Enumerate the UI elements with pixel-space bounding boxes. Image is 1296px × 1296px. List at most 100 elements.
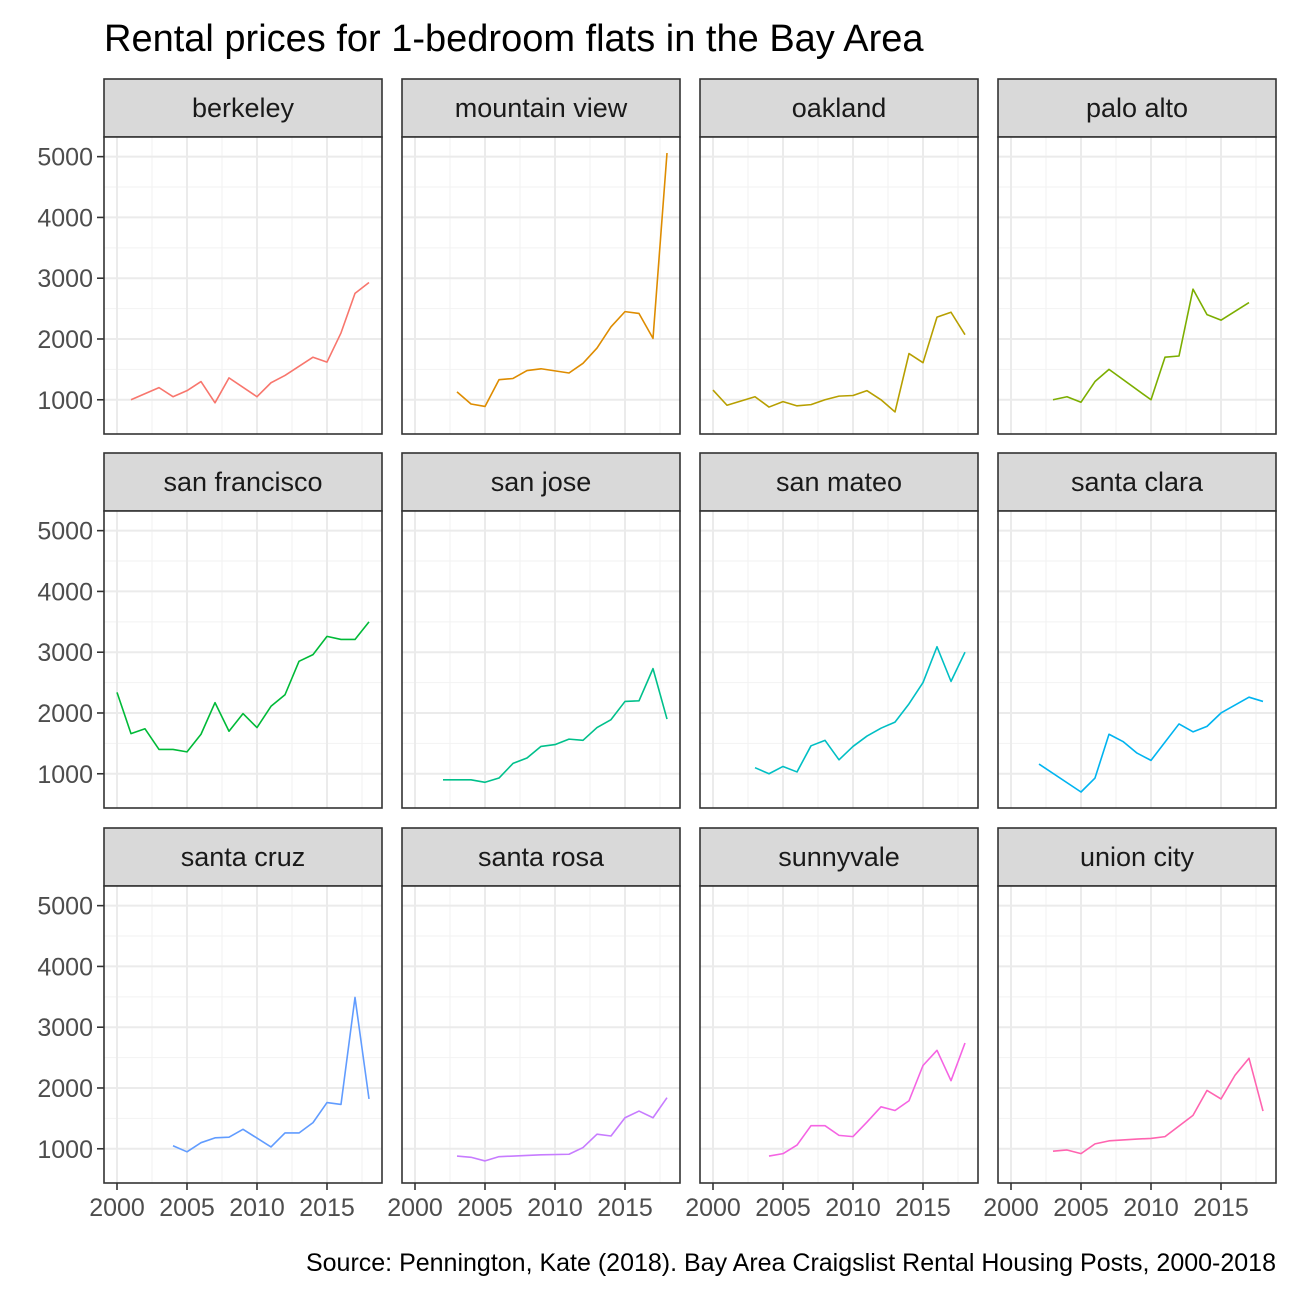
series-line-palo-alto	[1052, 288, 1250, 403]
panel-border	[997, 136, 1277, 435]
series-line-santa-rosa	[456, 1097, 668, 1162]
panel-border	[699, 885, 979, 1184]
panel-background	[402, 886, 680, 1183]
panel-background	[998, 886, 1276, 1183]
series-line-mountain-view	[456, 152, 668, 408]
series-line-santa-cruz	[172, 996, 370, 1153]
panel-background	[700, 886, 978, 1183]
facet-santa-cruz: santa cruz 1000 2000 3000 4000 5000 2000 2005 20…	[37, 827, 383, 1222]
panel-background	[700, 137, 978, 434]
x-tick-label: 2010	[527, 1194, 583, 1222]
panel-border	[699, 510, 979, 809]
strip-background	[997, 78, 1277, 138]
panel-background	[998, 511, 1276, 808]
panel-border	[401, 136, 681, 435]
y-tick-label: 3000	[37, 265, 93, 293]
strip-background	[103, 452, 383, 512]
x-tick-label: 2000	[983, 1194, 1039, 1222]
x-tick-label: 2015	[1193, 1194, 1249, 1222]
panel-background	[700, 511, 978, 808]
facet-union-city: union city 2000 2005 2010 2015	[983, 827, 1277, 1222]
series-line-oakland	[712, 311, 966, 413]
panel-background	[104, 886, 382, 1183]
strip-background	[401, 827, 681, 887]
panel-border	[997, 510, 1277, 809]
y-tick-label: 3000	[37, 1014, 93, 1042]
strip-background	[401, 452, 681, 512]
facet-santa-clara: santa clara	[997, 452, 1277, 809]
strip-background	[103, 78, 383, 138]
facet-oakland: oakland	[699, 78, 979, 435]
chart-caption: Source: Pennington, Kate (2018). Bay Are…	[306, 1249, 1276, 1277]
x-tick-label: 2005	[755, 1194, 811, 1222]
strip-label: santa cruz	[181, 842, 306, 872]
facet-mountain-view: mountain view	[401, 78, 681, 435]
panel-border	[103, 885, 383, 1184]
panel-background	[998, 137, 1276, 434]
strip-label: sunnyvale	[778, 842, 900, 872]
y-tick-label: 3000	[37, 639, 93, 667]
strip-background	[997, 827, 1277, 887]
strip-label: oakland	[792, 93, 887, 123]
x-tick-label: 2005	[1053, 1194, 1109, 1222]
y-tick-label: 1000	[37, 761, 93, 789]
panel-border	[103, 136, 383, 435]
x-tick-label: 2000	[685, 1194, 741, 1222]
panel-border	[401, 885, 681, 1184]
strip-label: mountain view	[455, 93, 628, 123]
x-tick-label: 2010	[229, 1194, 285, 1222]
x-tick-label: 2000	[89, 1194, 145, 1222]
panel-border	[401, 510, 681, 809]
facet-san-jose: san jose	[401, 452, 681, 809]
strip-background	[997, 452, 1277, 512]
y-tick-label: 2000	[37, 326, 93, 354]
strip-label: san mateo	[776, 467, 902, 497]
y-tick-label: 5000	[37, 144, 93, 172]
strip-label: santa rosa	[478, 842, 605, 872]
y-tick-label: 1000	[37, 387, 93, 415]
strip-label: san jose	[491, 467, 592, 497]
y-tick-label: 4000	[37, 953, 93, 981]
facet-santa-rosa: santa rosa 2000 2005 2010 2015	[387, 827, 681, 1222]
y-tick-label: 4000	[37, 204, 93, 232]
panel-border	[997, 885, 1277, 1184]
series-line-berkeley	[130, 281, 370, 404]
x-tick-label: 2000	[387, 1194, 443, 1222]
strip-label: santa clara	[1071, 467, 1204, 497]
series-line-union-city	[1052, 1057, 1264, 1155]
y-tick-label: 2000	[37, 1075, 93, 1103]
facet-sunnyvale: sunnyvale 2000 2005 2010 2015	[685, 827, 979, 1222]
panel-border	[103, 510, 383, 809]
series-line-santa-clara	[1038, 696, 1264, 793]
y-tick-label: 5000	[37, 893, 93, 921]
x-tick-label: 2015	[895, 1194, 951, 1222]
y-tick-label: 2000	[37, 700, 93, 728]
strip-label: palo alto	[1086, 93, 1188, 123]
strip-label: union city	[1080, 842, 1195, 872]
strip-background	[699, 78, 979, 138]
strip-background	[699, 452, 979, 512]
series-line-san-jose	[443, 667, 668, 784]
facet-san-mateo: san mateo	[699, 452, 979, 809]
y-tick-label: 5000	[37, 518, 93, 546]
facet-palo-alto: palo alto	[997, 78, 1277, 435]
strip-background	[103, 827, 383, 887]
strip-label: san francisco	[163, 467, 322, 497]
chart-title: Rental prices for 1-bedroom flats in the…	[104, 18, 924, 60]
panel-background	[104, 137, 382, 434]
x-tick-label: 2015	[299, 1194, 355, 1222]
facet-berkeley: berkeley 1000 2000 3000 4000 5000	[37, 78, 383, 435]
panel-background	[402, 137, 680, 434]
x-tick-label: 2005	[457, 1194, 513, 1222]
series-line-san-francisco	[116, 621, 370, 753]
x-tick-label: 2010	[1123, 1194, 1179, 1222]
x-tick-label: 2005	[159, 1194, 215, 1222]
strip-background	[699, 827, 979, 887]
strip-background	[401, 78, 681, 138]
strip-label: berkeley	[192, 93, 295, 123]
series-line-sunnyvale	[768, 1042, 966, 1157]
y-tick-label: 4000	[37, 578, 93, 606]
facet-san-francisco: san francisco 1000 2000 3000 4000 5000	[37, 452, 383, 809]
y-tick-label: 1000	[37, 1136, 93, 1164]
